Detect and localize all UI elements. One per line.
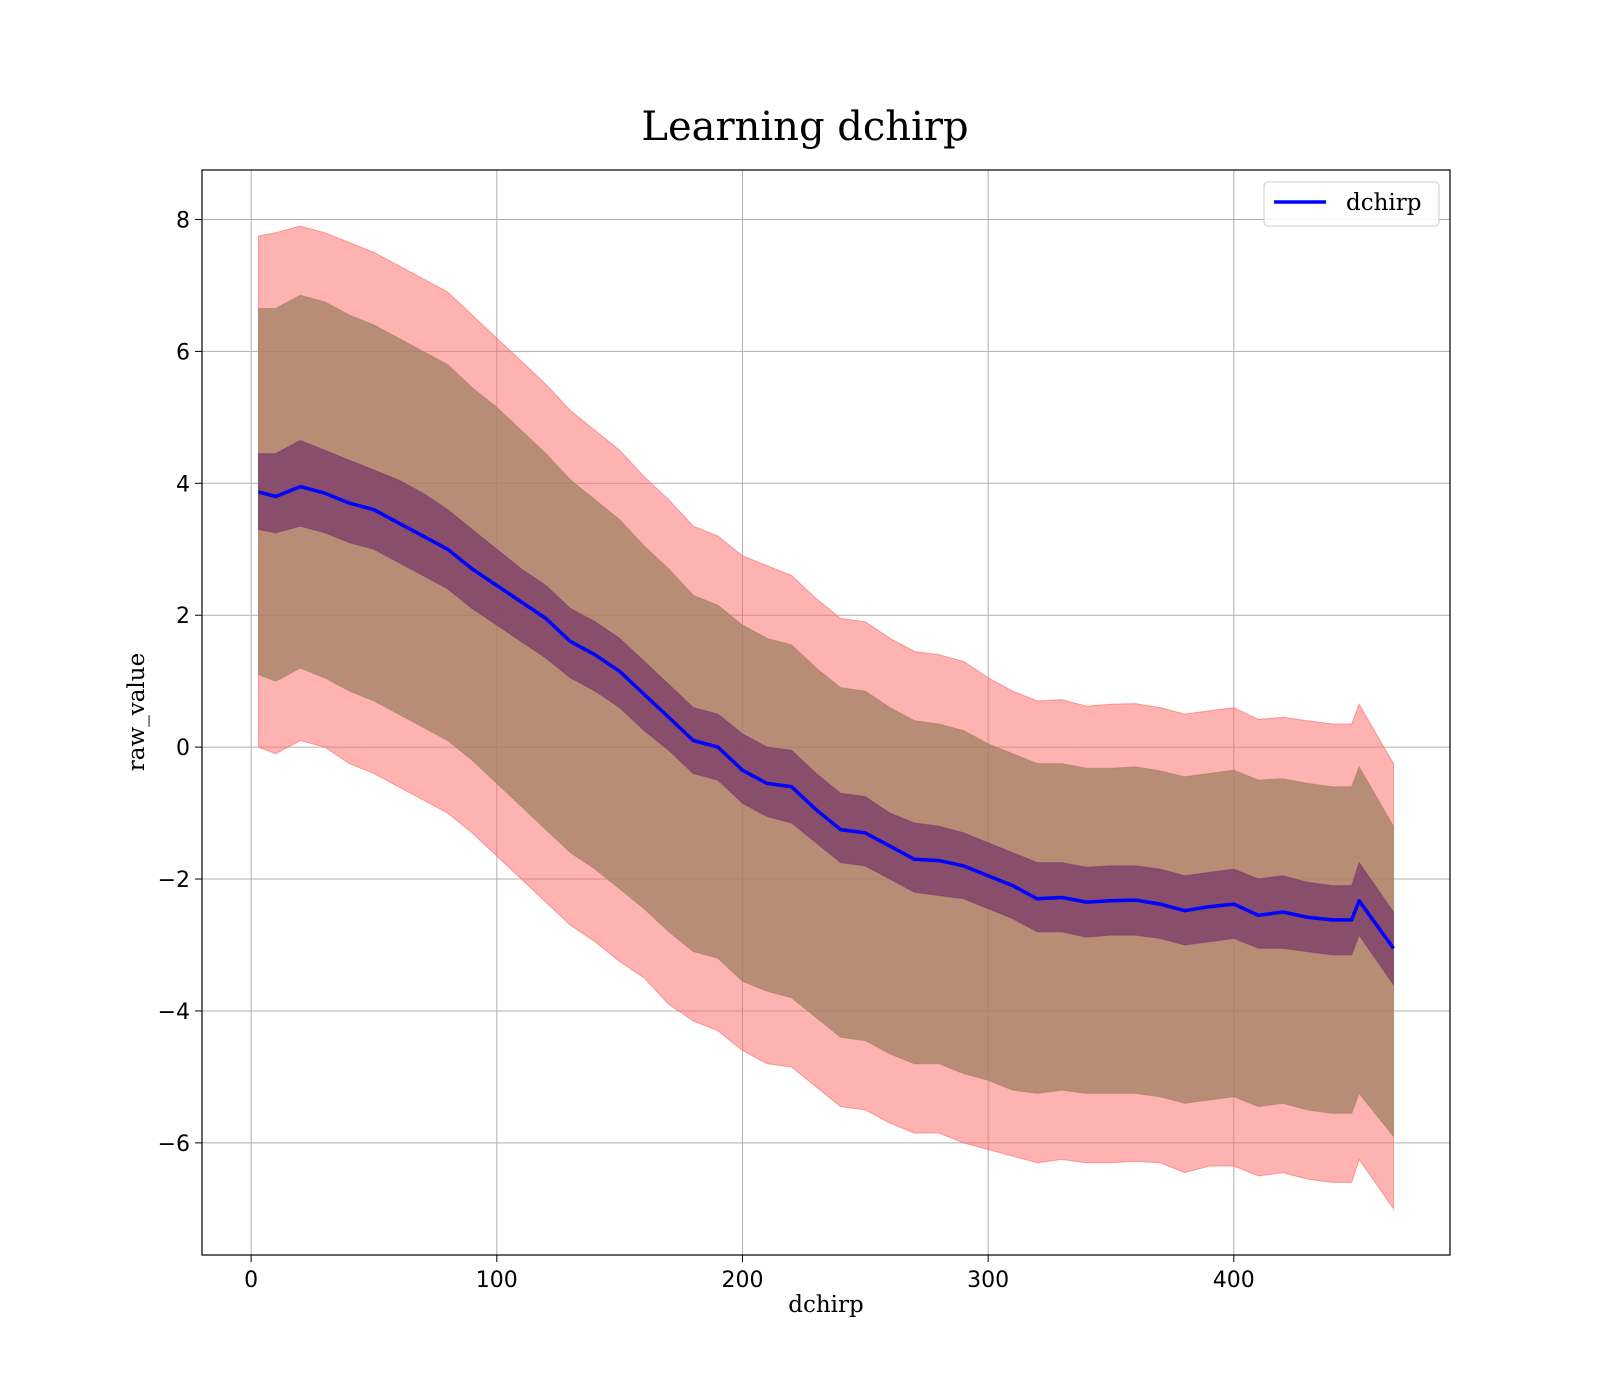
y-tick-label: 6 <box>176 340 190 365</box>
y-tick-label: 0 <box>176 736 190 761</box>
y-tick-label: 4 <box>176 472 190 497</box>
ticks: 0 100 200 300 400 −6 −4 −2 0 2 4 6 8 <box>158 208 1255 1293</box>
x-tick-label: 400 <box>1213 1268 1255 1293</box>
y-tick-label: 2 <box>176 604 190 629</box>
y-tick-label: 8 <box>176 208 190 233</box>
x-axis-label: dchirp <box>788 1292 864 1318</box>
x-tick-label: 100 <box>476 1268 518 1293</box>
band-inner <box>258 439 1394 987</box>
y-tick-label: −2 <box>158 868 190 893</box>
series-line-dchirp <box>258 484 1395 950</box>
y-axis-label: raw_value <box>124 653 150 771</box>
legend: dchirp <box>1263 181 1440 227</box>
y-tick-label: −4 <box>158 1000 190 1025</box>
plot-frame <box>201 169 1451 1256</box>
legend-box <box>1263 181 1440 227</box>
x-tick-label: 300 <box>967 1268 1009 1293</box>
bands <box>258 225 1394 1211</box>
x-tick-label: 0 <box>244 1268 258 1293</box>
series-lines <box>258 484 1395 950</box>
y-tick-label: −6 <box>158 1132 190 1157</box>
chart-title: Learning dchirp <box>641 104 968 150</box>
x-tick-label: 200 <box>721 1268 763 1293</box>
legend-label-dchirp: dchirp <box>1346 190 1422 216</box>
